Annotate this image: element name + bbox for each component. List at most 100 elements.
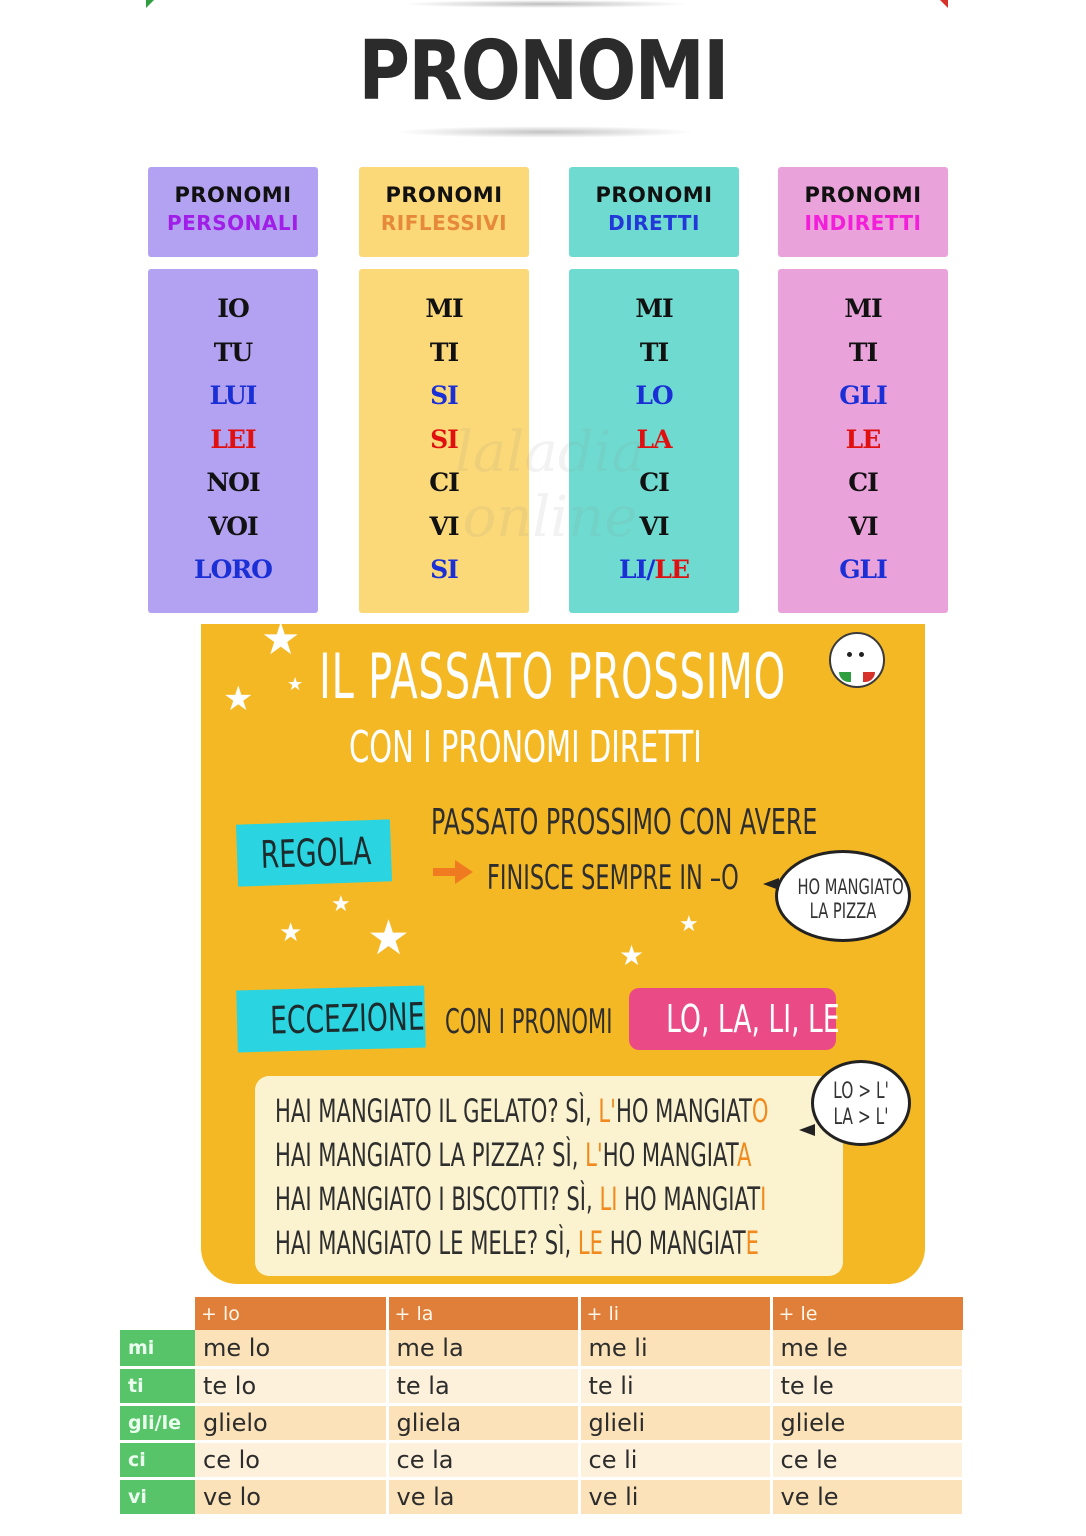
col-body-riflessivi: MI TI SI SI CI VI SI	[359, 269, 529, 613]
italian-flag-icon	[839, 672, 875, 682]
table-cell: glielo	[195, 1404, 389, 1443]
table-cell: ve la	[387, 1478, 581, 1517]
example-pronoun: LE	[577, 1224, 603, 1262]
col-head-title: PRONOMI	[385, 183, 503, 207]
pronoun: NOI	[206, 468, 260, 497]
title-shadow-bottom	[395, 126, 695, 138]
pronoun: TI	[639, 337, 669, 367]
table-cell: ce lo	[195, 1441, 389, 1480]
pronoun: CI	[639, 468, 670, 497]
table-cell: ce la	[387, 1441, 581, 1480]
combined-pronouns-table: + lo + la + li + le mi me lo me la me li…	[120, 1297, 965, 1517]
example-verb: HO MANGIAT	[602, 1136, 738, 1174]
col-head-indiretti: PRONOMI INDIRETTI	[778, 167, 948, 257]
col-head-diretti: PRONOMI DIRETTI	[569, 167, 739, 257]
mascot-logo-icon	[829, 632, 885, 688]
example-pronoun: L'	[585, 1136, 603, 1174]
mascot-eye	[847, 652, 852, 657]
pronoun: TU	[213, 337, 253, 367]
speech-bubble-elision: LO > L' LA > L'	[811, 1060, 911, 1146]
row-label: vi	[120, 1478, 195, 1517]
table-cell: glieli	[579, 1404, 773, 1443]
col-head-subtitle: INDIRETTI	[804, 211, 922, 235]
eccezione-label: ECCEZIONE	[236, 985, 426, 1053]
table-header: + la	[387, 1297, 581, 1330]
table-cell: me la	[387, 1330, 581, 1369]
table-cell: te le	[771, 1367, 965, 1406]
bubble-text: HO MANGIATO	[797, 875, 904, 899]
pronoun: LORO	[194, 555, 273, 584]
example-question: HAI MANGIATO LE MELE? SÌ,	[275, 1224, 578, 1262]
example-line: HAI MANGIATO LE MELE? SÌ, LE HO MANGIATE	[275, 1224, 759, 1262]
col-head-riflessivi: PRONOMI RIFLESSIVI	[359, 167, 529, 257]
pronoun: CI	[848, 468, 879, 497]
row-label: gli/le	[120, 1404, 195, 1443]
table-row: mi me lo me la me li me le	[120, 1330, 965, 1369]
arrow-head	[455, 860, 473, 884]
poster-title: IL PASSATO PROSSIMO	[319, 640, 786, 713]
pronoun-le: LE	[654, 555, 690, 584]
table-row: gli/le glielo gliela glieli gliele	[120, 1404, 965, 1443]
example-verb: HO MANGIAT	[615, 1092, 752, 1130]
bubble-line: LA > L'	[828, 1105, 894, 1131]
bubble-line: HO MANGIATO	[798, 875, 904, 899]
col-head-title: PRONOMI	[174, 183, 292, 207]
bubble-text: LO > L'	[833, 1079, 889, 1104]
pronoun: TI	[429, 337, 459, 367]
pronoun: SI	[430, 381, 459, 410]
example-line: HAI MANGIATO I BISCOTTI? SÌ, LI HO MANGI…	[275, 1180, 766, 1218]
col-head-subtitle: RIFLESSIVI	[380, 211, 508, 235]
pronoun-li-le: LI/LE	[569, 554, 739, 598]
star-icon: ★	[679, 912, 699, 937]
regola-label: REGOLA	[235, 819, 393, 887]
example-question: HAI MANGIATO I BISCOTTI? SÌ,	[275, 1180, 600, 1218]
pronoun: CI	[429, 468, 460, 497]
table-cell: me li	[579, 1330, 773, 1369]
table-row: ci ce lo ce la ce li ce le	[120, 1441, 965, 1480]
star-icon: ★	[619, 939, 645, 972]
pronoun: LUI	[209, 381, 258, 410]
arrow-shaft	[433, 868, 459, 876]
eccezione-text: CON I PRONOMI	[445, 1002, 613, 1042]
col-head-subtitle: DIRETTI	[608, 211, 700, 235]
bubble-line: LA PIZZA	[798, 899, 889, 923]
page-title: PRONOMI	[358, 24, 729, 119]
bubble-text: LA PIZZA	[809, 899, 877, 923]
pronoun: MI	[844, 294, 882, 323]
table-cell: te lo	[195, 1367, 389, 1406]
regola-label-text: REGOLA	[259, 829, 372, 877]
speech-bubble-ho-mangiato: HO MANGIATO LA PIZZA	[775, 850, 911, 942]
example-verb: HO MANGIAT	[602, 1224, 746, 1262]
pronoun-li: LI/	[618, 555, 655, 584]
col-head-title: PRONOMI	[804, 183, 922, 207]
flag-corner-right	[940, 0, 948, 8]
col-body-personali: IO TU LUI LEI NOI VOI LORO	[148, 269, 318, 613]
pronoun: VI	[429, 511, 459, 541]
pronoun: VI	[639, 511, 669, 541]
star-icon: ★	[279, 918, 303, 948]
col-body-diretti: MI TI LO LA CI VI LI/LE	[569, 269, 739, 613]
arrow-right-icon	[433, 860, 473, 884]
rule-line-2: FINISCE SEMPRE IN –O	[487, 858, 739, 898]
table-cell: te li	[579, 1367, 773, 1406]
example-line: HAI MANGIATO IL GELATO? SÌ, L'HO MANGIAT…	[275, 1092, 769, 1130]
col-head-personali: PRONOMI PERSONALI	[148, 167, 318, 257]
table-cell: me lo	[195, 1330, 389, 1369]
row-label: ci	[120, 1441, 195, 1480]
poster-subtitle: CON I PRONOMI DIRETTI	[349, 722, 702, 773]
bubble-tail	[799, 1124, 815, 1136]
table-cell: ce li	[579, 1441, 773, 1480]
pronoun: SI	[430, 424, 459, 454]
table-cell: ve le	[771, 1478, 965, 1517]
table-cell: ce le	[771, 1441, 965, 1480]
eccezione-pronouns-text: LO, LA, LI, LE	[666, 997, 840, 1041]
examples-box: HAI MANGIATO IL GELATO? SÌ, L'HO MANGIAT…	[255, 1076, 843, 1276]
table-cell: gliela	[387, 1404, 581, 1443]
example-ending: A	[737, 1136, 752, 1174]
title-shadow-top	[400, 0, 690, 8]
star-icon: ★	[261, 624, 301, 665]
row-label: mi	[120, 1330, 195, 1369]
watermark: laladia online	[455, 420, 645, 550]
rule-line-1: PASSATO PROSSIMO CON AVERE	[431, 802, 818, 843]
pronoun: TI	[848, 337, 878, 367]
